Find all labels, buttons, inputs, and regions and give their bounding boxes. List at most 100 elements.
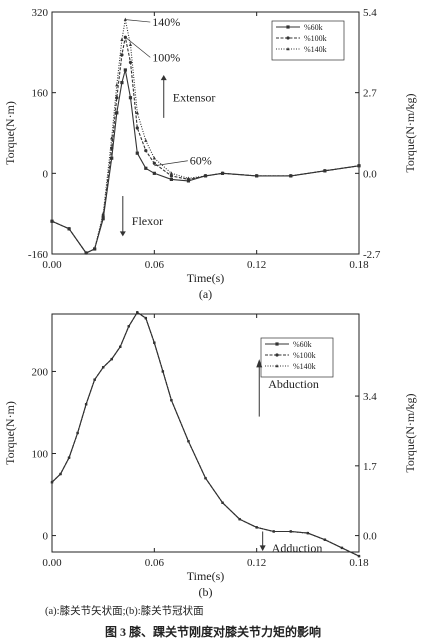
data-point (221, 501, 224, 504)
legend-swatch-marker (275, 342, 279, 346)
data-point (50, 480, 54, 484)
figure-title: 图 3 膝、踝关节刚度对膝关节力矩的影响 (105, 624, 321, 639)
annotation: 100% (152, 50, 180, 64)
legend-entry: %100k (293, 351, 316, 360)
data-point (187, 439, 190, 443)
data-point (120, 53, 124, 57)
extensor-arrowhead (160, 75, 167, 81)
y-tick-label: 200 (32, 366, 49, 378)
x-tick-label: 0.06 (145, 259, 165, 271)
data-point (115, 83, 119, 87)
data-point (144, 149, 148, 153)
data-point (101, 211, 105, 215)
data-point (144, 316, 148, 320)
data-point (357, 163, 361, 168)
data-point (128, 96, 133, 100)
data-point (120, 37, 124, 42)
data-point (67, 456, 71, 459)
right-tick-label: 0.0 (363, 531, 377, 543)
y-axis-label-left: Torque(N·m) (3, 101, 17, 165)
legend-swatch-marker (275, 364, 279, 368)
data-point (153, 341, 156, 344)
data-point (169, 174, 173, 178)
right-tick-label: 0.0 (363, 168, 377, 180)
annotation: Abduction (268, 377, 319, 391)
series-line (51, 311, 360, 557)
right-tick-label: 5.4 (363, 7, 377, 19)
data-point (93, 378, 96, 381)
data-point (186, 176, 191, 180)
plot-frame (51, 313, 360, 553)
data-point (84, 402, 88, 406)
data-point (136, 310, 139, 314)
panel-b-chart: 0.00 0.06 0.12 0.18 0 100 200 0.0 1.7 3.4 Time(s) T… (3, 310, 417, 599)
data-point (255, 173, 259, 178)
data-point (357, 554, 361, 558)
data-point (289, 173, 293, 178)
leader-60 (154, 160, 188, 167)
panel-label: (b) (199, 585, 213, 599)
right-tick-label: -2.7 (363, 249, 381, 261)
x-tick-label: 0.00 (42, 557, 62, 569)
data-point (161, 370, 165, 373)
x-axis-label: Time(s) (187, 569, 225, 583)
y-axis-label-right: Torque(N·m/kg) (403, 393, 417, 472)
data-point (101, 217, 105, 221)
data-point (152, 171, 156, 175)
data-point (204, 476, 207, 480)
annotation: 140% (152, 15, 180, 29)
annotation: 60% (190, 154, 212, 168)
y-tick-label: 160 (32, 88, 49, 100)
data-point (50, 219, 54, 223)
data-point (169, 177, 173, 181)
legend-entry: %140k (304, 45, 327, 54)
panel-label: (a) (199, 287, 212, 301)
data-point (144, 166, 148, 170)
data-point (135, 151, 139, 155)
data-point (255, 525, 258, 529)
data-point (152, 156, 156, 160)
y-axis-label-left: Torque(N·m) (3, 401, 17, 465)
annotation: Extensor (173, 91, 216, 105)
right-tick-label: 1.7 (363, 461, 377, 473)
data-point (289, 530, 292, 533)
data-point (123, 17, 127, 21)
legend: %60k %100k %140k (260, 337, 334, 378)
legend: %60k %100k %140k (271, 20, 345, 61)
data-point (120, 80, 124, 85)
data-point (144, 138, 148, 142)
legend-entry: %60k (304, 23, 323, 32)
data-point (220, 171, 225, 175)
annotation: Flexor (132, 214, 163, 228)
y-tick-label: 0 (43, 531, 49, 543)
legend-entry: %60k (293, 340, 312, 349)
plot-frame (51, 11, 360, 255)
leader-100 (125, 36, 151, 58)
data-point (67, 226, 71, 231)
data-point (123, 68, 127, 72)
y-axis-label-right: Torque(N·m/kg) (403, 93, 417, 172)
data-point (93, 247, 97, 251)
x-tick-label: 0.12 (247, 259, 266, 271)
y-tick-label: 0 (43, 168, 49, 180)
data-point (128, 42, 133, 47)
right-tick-label: 3.4 (363, 391, 377, 403)
data-point (169, 171, 173, 175)
abduction-arrowhead (256, 359, 263, 368)
data-point (127, 324, 130, 328)
x-axis-label: Time(s) (187, 271, 225, 285)
data-point (340, 546, 344, 549)
x-tick-label: 0.18 (349, 259, 369, 271)
y-tick-label: 320 (32, 7, 49, 19)
data-point (238, 517, 241, 521)
leader-140 (125, 19, 151, 23)
legend-swatch-marker (286, 25, 290, 29)
data-point (115, 111, 119, 115)
series-line (51, 37, 360, 254)
data-point (59, 472, 62, 475)
legend-swatch-marker (286, 47, 290, 51)
data-point (119, 345, 122, 348)
x-tick-label: 0.18 (349, 557, 369, 569)
y-tick-label: -160 (28, 249, 49, 261)
